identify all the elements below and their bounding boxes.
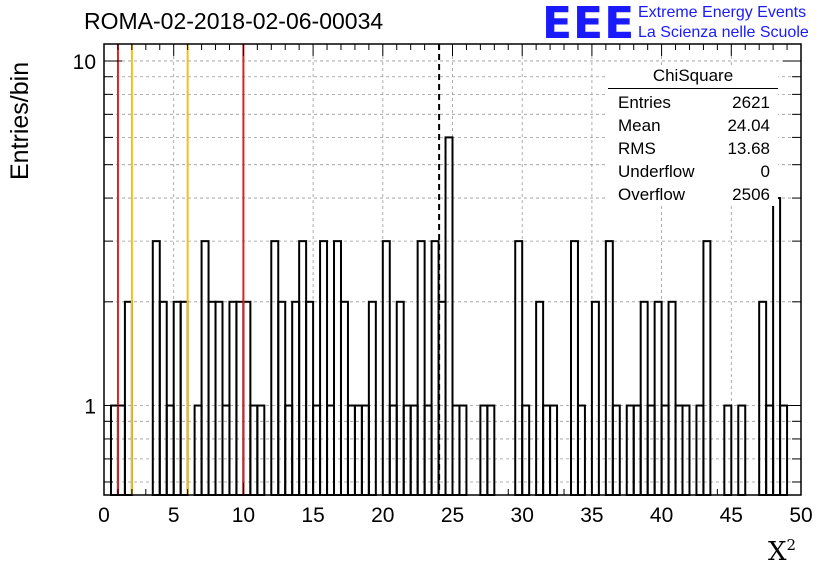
x-axis-label-superscript: 2 <box>786 536 797 554</box>
stats-value: 2506 <box>732 185 770 204</box>
x-tick-label: 30 <box>511 504 534 527</box>
histogram-bin <box>291 300 301 496</box>
histogram-bin <box>270 240 280 496</box>
stats-value: 2621 <box>732 93 770 112</box>
stats-box: ChiSquare Entries 2621 Mean 24.04 RMS 13.68… <box>608 66 778 206</box>
x-axis-label: X2 <box>768 536 796 567</box>
histogram-bin <box>333 240 342 496</box>
histogram-bin <box>242 300 252 496</box>
x-axis-label-base: X <box>768 537 787 567</box>
histogram-bin <box>235 300 245 496</box>
histogram-bin <box>590 300 600 496</box>
histogram-bin <box>179 300 189 496</box>
stats-value: 13.68 <box>727 139 770 158</box>
histogram-bin <box>367 300 377 496</box>
stats-row-mean: Mean 24.04 <box>608 114 778 137</box>
logo-line2: La Scienza nelle Scuole <box>638 24 809 41</box>
stats-row-overflow: Overflow 2506 <box>608 183 778 206</box>
histogram-bin <box>339 300 349 496</box>
histogram-bin <box>172 300 182 496</box>
logo-line1: Extreme Energy Events <box>638 4 807 21</box>
x-tick-label: 45 <box>720 504 743 527</box>
stats-row-underflow: Underflow 0 <box>608 160 778 183</box>
histogram-bin <box>569 240 579 496</box>
x-tick-label: 5 <box>168 504 180 527</box>
histogram-bin <box>395 300 405 496</box>
histogram-bin <box>772 197 782 497</box>
stats-label: RMS <box>618 139 656 158</box>
histogram-bin <box>702 240 712 496</box>
histogram-bin <box>444 136 454 496</box>
x-tick-label: 10 <box>232 504 255 527</box>
x-tick-label: 0 <box>98 504 110 527</box>
chart-title: ROMA-02-2018-02-06-00034 <box>84 8 384 34</box>
histogram-bin <box>319 240 329 496</box>
histogram-bin <box>416 240 426 496</box>
histogram-bin <box>214 300 224 496</box>
x-tick-label: 40 <box>650 504 673 527</box>
stats-row-entries: Entries 2621 <box>608 91 778 114</box>
histogram-bin <box>305 300 315 496</box>
stats-label: Overflow <box>618 185 686 204</box>
eee-logo: EEE <box>542 0 636 49</box>
stats-value: 0 <box>760 162 770 181</box>
histogram-bin <box>207 300 217 496</box>
histogram-bin <box>151 240 161 496</box>
y-tick-label: 1 <box>84 396 96 419</box>
y-tick-label: 10 <box>73 51 96 74</box>
histogram-bin <box>514 240 524 496</box>
histogram-bin <box>277 300 287 496</box>
histogram-bin <box>430 240 440 496</box>
stats-label: Underflow <box>618 162 695 181</box>
x-tick-label: 20 <box>371 504 394 527</box>
stats-label: Entries <box>618 93 671 112</box>
histogram-bin <box>535 300 545 496</box>
stats-row-rms: RMS 13.68 <box>608 137 778 160</box>
histogram-bin <box>298 240 308 496</box>
histogram-bin <box>158 300 168 496</box>
stats-value: 24.04 <box>727 116 770 135</box>
histogram-bin <box>381 240 391 496</box>
stats-title: ChiSquare <box>608 66 778 89</box>
x-tick-label: 50 <box>789 504 812 527</box>
histogram-bin <box>667 300 677 496</box>
x-tick-label: 15 <box>301 504 324 527</box>
histogram-bin <box>123 300 133 496</box>
histogram-bin <box>758 300 768 496</box>
histogram-bin <box>200 240 210 496</box>
histogram-bin <box>639 300 649 496</box>
x-tick-label: 35 <box>580 504 603 527</box>
x-tick-label: 25 <box>441 504 464 527</box>
histogram-bin <box>604 240 614 496</box>
y-axis-label: Entries/bin <box>6 61 34 180</box>
histogram-bin <box>228 300 238 496</box>
histogram-bin <box>653 300 663 496</box>
stats-label: Mean <box>618 116 661 135</box>
